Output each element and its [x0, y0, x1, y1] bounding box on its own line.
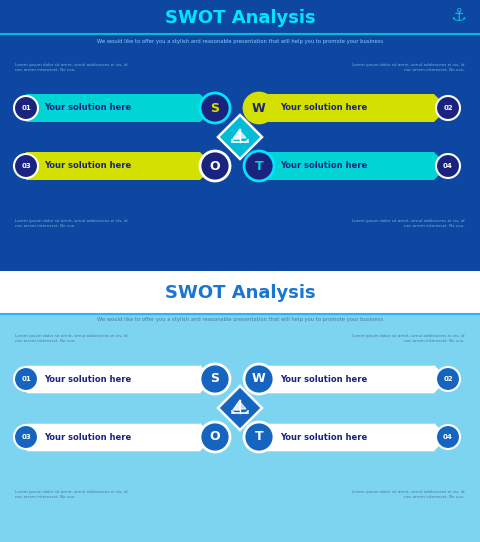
Text: Your solution here: Your solution here — [280, 104, 367, 113]
Polygon shape — [233, 400, 240, 410]
Circle shape — [436, 367, 460, 391]
Polygon shape — [200, 423, 214, 451]
Circle shape — [14, 425, 38, 449]
Polygon shape — [200, 152, 214, 180]
Polygon shape — [218, 115, 262, 159]
Text: 03: 03 — [21, 434, 31, 440]
Text: Lorem ipsum dolor sit amet, simul adolescens ei vis, id
nec arrem interesset. Ne: Lorem ipsum dolor sit amet, simul adoles… — [352, 219, 465, 228]
Text: W: W — [252, 372, 266, 385]
Circle shape — [244, 93, 274, 123]
Text: W: W — [252, 101, 266, 114]
Text: We would like to offer you a stylish and reasonable presentation that will help : We would like to offer you a stylish and… — [97, 318, 383, 322]
Text: O: O — [210, 159, 220, 172]
Text: Lorem ipsum dolor sit amet, simul adolescens ei vis, id
nac arrem interesset. Ne: Lorem ipsum dolor sit amet, simul adoles… — [352, 334, 465, 343]
Text: Lorem ipsum dolor sit amet, simul adolescens ei vis, id
nec arrem interesset. Ne: Lorem ipsum dolor sit amet, simul adoles… — [15, 334, 128, 343]
Text: 04: 04 — [443, 163, 453, 169]
Circle shape — [436, 96, 460, 120]
Polygon shape — [240, 131, 246, 138]
Polygon shape — [218, 386, 262, 430]
Text: Your solution here: Your solution here — [44, 375, 131, 384]
Polygon shape — [434, 423, 448, 451]
Text: 01: 01 — [21, 376, 31, 382]
Text: Your solution here: Your solution here — [280, 375, 367, 384]
Text: 01: 01 — [21, 105, 31, 111]
Text: ⚓: ⚓ — [450, 7, 466, 25]
Circle shape — [200, 422, 230, 452]
Text: SWOT Analysis: SWOT Analysis — [165, 9, 315, 27]
Text: S: S — [211, 101, 219, 114]
Text: Lorem ipsum dolor sit amet, simul adolescens ei vis, id
nec arrem interesset. Ne: Lorem ipsum dolor sit amet, simul adoles… — [352, 490, 465, 499]
Polygon shape — [240, 402, 246, 409]
FancyBboxPatch shape — [0, 271, 480, 314]
Polygon shape — [434, 365, 448, 393]
Text: Your solution here: Your solution here — [44, 433, 131, 442]
Text: Your solution here: Your solution here — [280, 433, 367, 442]
Text: O: O — [210, 430, 220, 443]
FancyBboxPatch shape — [0, 0, 480, 271]
Circle shape — [244, 364, 274, 394]
Polygon shape — [200, 365, 214, 393]
Circle shape — [200, 151, 230, 181]
Text: Your solution here: Your solution here — [280, 162, 367, 171]
Text: 04: 04 — [443, 434, 453, 440]
Text: 02: 02 — [443, 376, 453, 382]
Circle shape — [14, 154, 38, 178]
Circle shape — [244, 422, 274, 452]
Polygon shape — [434, 94, 448, 122]
Text: Your solution here: Your solution here — [44, 104, 131, 113]
Text: Lorem ipsum dolor sit amet, simul adolescens ei vis, id
nac arrem interesset. Ne: Lorem ipsum dolor sit amet, simul adoles… — [352, 63, 465, 72]
FancyBboxPatch shape — [26, 94, 200, 122]
Text: Lorem ipsum dolor sit amet, simul adolescens ei vis, id
nec arrem interesset. Ne: Lorem ipsum dolor sit amet, simul adoles… — [15, 219, 128, 228]
FancyBboxPatch shape — [26, 365, 200, 393]
FancyBboxPatch shape — [259, 423, 434, 451]
FancyBboxPatch shape — [259, 94, 434, 122]
Circle shape — [14, 367, 38, 391]
FancyBboxPatch shape — [26, 423, 200, 451]
Text: T: T — [255, 430, 264, 443]
Circle shape — [436, 425, 460, 449]
Text: Lorem ipsum dolor sit amet, simul adolescens ei vis, id
nec arrem interesset. Ne: Lorem ipsum dolor sit amet, simul adoles… — [15, 490, 128, 499]
FancyBboxPatch shape — [259, 152, 434, 180]
Polygon shape — [233, 129, 240, 139]
Text: SWOT Analysis: SWOT Analysis — [165, 284, 315, 302]
Text: S: S — [211, 372, 219, 385]
FancyBboxPatch shape — [259, 365, 434, 393]
Circle shape — [200, 364, 230, 394]
FancyBboxPatch shape — [0, 314, 480, 542]
Text: 02: 02 — [443, 105, 453, 111]
Circle shape — [436, 154, 460, 178]
Circle shape — [14, 96, 38, 120]
Text: T: T — [255, 159, 264, 172]
Text: 03: 03 — [21, 163, 31, 169]
Polygon shape — [200, 94, 214, 122]
Polygon shape — [434, 152, 448, 180]
Circle shape — [200, 93, 230, 123]
FancyBboxPatch shape — [26, 152, 200, 180]
Circle shape — [244, 151, 274, 181]
Text: Your solution here: Your solution here — [44, 162, 131, 171]
Text: We would like to offer you a stylish and reasonable presentation that will help : We would like to offer you a stylish and… — [97, 40, 383, 44]
Text: Lorem ipsum dolor sit amet, simul adolescens ei vis, id
nec arrem interesset. Ne: Lorem ipsum dolor sit amet, simul adoles… — [15, 63, 128, 72]
